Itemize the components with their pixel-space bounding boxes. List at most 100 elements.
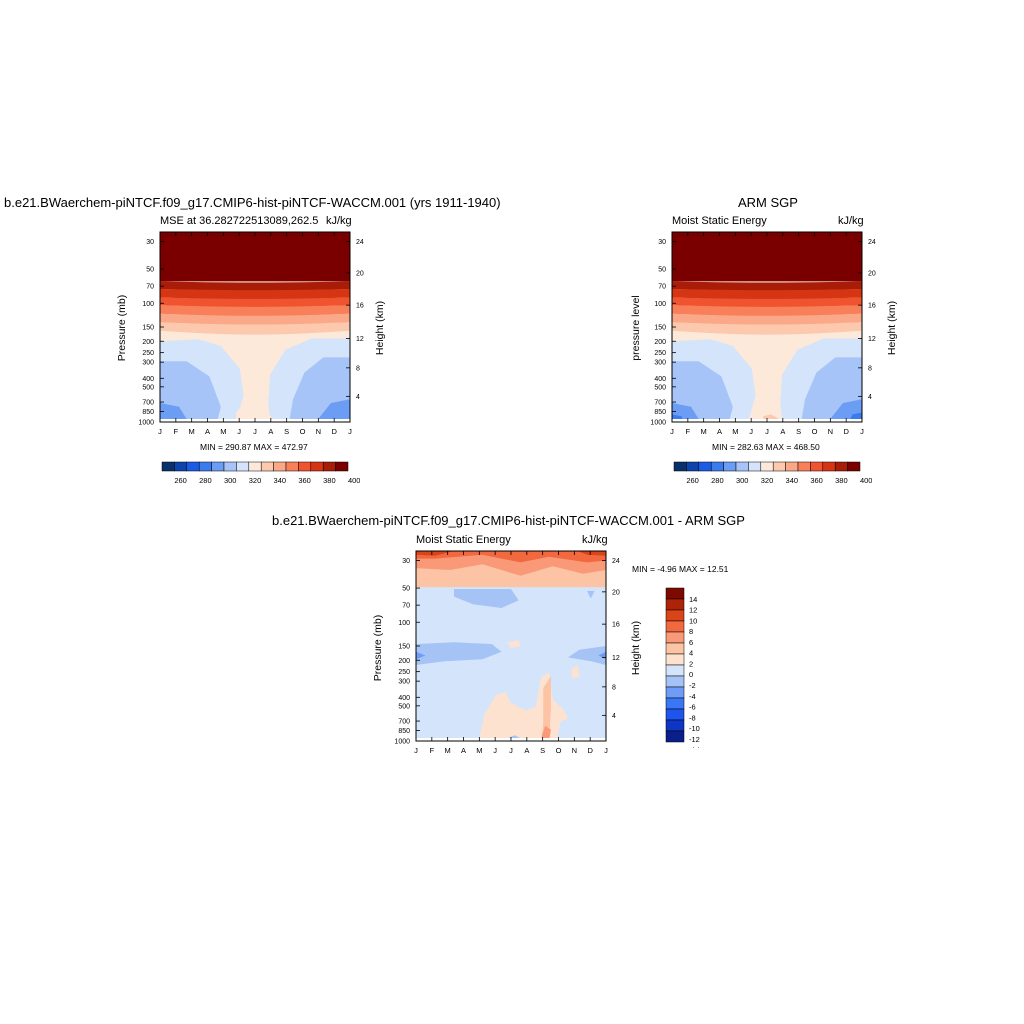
colorbar-swatch <box>723 461 737 472</box>
colorbar-tick-label: 380 <box>323 476 336 485</box>
panel1-title: b.e21.BWaerchem-piNTCF.f09_g17.CMIP6-his… <box>4 195 501 210</box>
x-tick-label: J <box>509 746 513 755</box>
colorbar-tick-label: -8 <box>689 713 696 722</box>
contour-band <box>160 322 350 335</box>
x-tick-label: J <box>348 427 352 436</box>
contour-band <box>672 305 862 317</box>
colorbar-swatch <box>665 609 685 622</box>
colorbar-swatch <box>665 587 685 600</box>
colorbar-swatch <box>335 461 349 472</box>
colorbar-tick-label: 4 <box>689 649 693 658</box>
y-tick-label: 200 <box>142 339 154 346</box>
y-tick-label: 100 <box>654 301 666 308</box>
colorbar-swatch <box>665 631 685 644</box>
colorbar-swatch <box>665 686 685 699</box>
colorbar-swatch <box>260 461 274 472</box>
y2-tick-label: 16 <box>356 303 364 310</box>
colorbar-tick-label: -14 <box>689 746 700 748</box>
panel2-title: ARM SGP <box>738 195 798 210</box>
y2-tick-label: 20 <box>868 270 876 277</box>
contour-band <box>672 313 862 326</box>
y-tick-label: 400 <box>142 376 154 383</box>
y2-tick-label: 12 <box>868 336 876 343</box>
y2-tick-label: 8 <box>612 684 616 691</box>
panel2-left-label: Moist Static Energy <box>672 215 767 227</box>
contour-band <box>160 403 189 422</box>
y-tick-label: 500 <box>654 384 666 391</box>
y2-tick-label: 20 <box>356 270 364 277</box>
y-tick-label: 50 <box>146 267 154 274</box>
contour-band <box>577 551 606 556</box>
colorbar-swatch <box>310 461 324 472</box>
colorbar-tick-label: 260 <box>174 476 187 485</box>
contour-band <box>160 297 350 308</box>
colorbar-tick-label: 260 <box>686 476 699 485</box>
y-tick-label: 200 <box>654 339 666 346</box>
panel1-left-label: MSE at 36.282722513089,262.5 <box>160 215 319 227</box>
panel3-title: b.e21.BWaerchem-piNTCF.f09_g17.CMIP6-his… <box>272 513 745 528</box>
panel3-plot: J F M A M J J A S O N D J 30 50 70 100 150 200 250 300 400500… <box>394 550 620 755</box>
y-tick-label: 1000 <box>394 739 410 746</box>
x-tick-label: A <box>780 427 785 436</box>
colorbar-swatch <box>236 461 250 472</box>
y2-tick-label: 4 <box>868 394 872 401</box>
colorbar-swatch <box>834 461 848 472</box>
x-tick-label: J <box>158 427 162 436</box>
y-tick-label: 850 <box>654 409 666 416</box>
colorbar-tick-label: 300 <box>736 476 749 485</box>
y2-tick-label: 16 <box>868 303 876 310</box>
contour-band <box>672 281 862 291</box>
y-tick-label: 30 <box>402 558 410 565</box>
colorbar-swatch <box>735 461 749 472</box>
contour-band <box>454 589 519 608</box>
x-tick-label: M <box>220 427 226 436</box>
colorbar-swatch <box>673 461 687 472</box>
x-tick-label: A <box>461 746 466 755</box>
panel1-plot: J F M A M J J A S O N D J 30 50 70 100 150 200 250 300 400500… <box>138 231 364 436</box>
contour-band <box>541 725 551 741</box>
contour-band <box>672 289 862 300</box>
colorbar-swatch <box>665 708 685 721</box>
colorbar-swatch <box>322 461 336 472</box>
x-tick-label: N <box>572 746 577 755</box>
contour-band <box>672 232 862 282</box>
colorbar-tick-label: 400 <box>860 476 872 485</box>
y2-tick-label: 4 <box>356 394 360 401</box>
colorbar-tick-label: 10 <box>689 616 697 625</box>
y-tick-label: 500 <box>398 703 410 710</box>
colorbar-swatch <box>665 642 685 655</box>
colorbar-tick-label: 320 <box>249 476 262 485</box>
y-tick-label: 100 <box>398 620 410 627</box>
colorbar-swatch <box>665 675 685 688</box>
x-tick-label: J <box>860 427 864 436</box>
colorbar-swatch <box>748 461 762 472</box>
x-tick-label: S <box>540 746 545 755</box>
x-tick-label: D <box>331 427 337 436</box>
colorbar-tick-label: 340 <box>274 476 287 485</box>
colorbar-swatch <box>198 461 212 472</box>
y-tick-label: 1000 <box>138 420 154 427</box>
colorbar-tick-label: 8 <box>689 627 693 636</box>
y-tick-label: 70 <box>658 284 666 291</box>
panel1-units: kJ/kg <box>326 215 352 227</box>
y-tick-label: 400 <box>398 695 410 702</box>
x-tick-label: J <box>493 746 497 755</box>
contour-band <box>160 289 350 300</box>
colorbar-swatch <box>710 461 724 472</box>
y-tick-label: 100 <box>142 301 154 308</box>
x-tick-label: N <box>316 427 321 436</box>
colorbar-swatch <box>665 653 685 666</box>
y2-tick-label: 24 <box>868 239 876 246</box>
contour-band <box>315 399 350 422</box>
y-tick-label: 250 <box>142 350 154 357</box>
contour-band <box>541 676 551 741</box>
panel1-y2label: Height (km) <box>374 300 386 356</box>
colorbar-tick-label: 340 <box>786 476 799 485</box>
contour-band <box>672 297 862 308</box>
colorbar-swatch <box>665 719 685 732</box>
contour-band <box>416 651 426 660</box>
colorbar-tick-label: -6 <box>689 703 696 712</box>
contour-band <box>416 551 454 556</box>
colorbar-swatch <box>797 461 811 472</box>
